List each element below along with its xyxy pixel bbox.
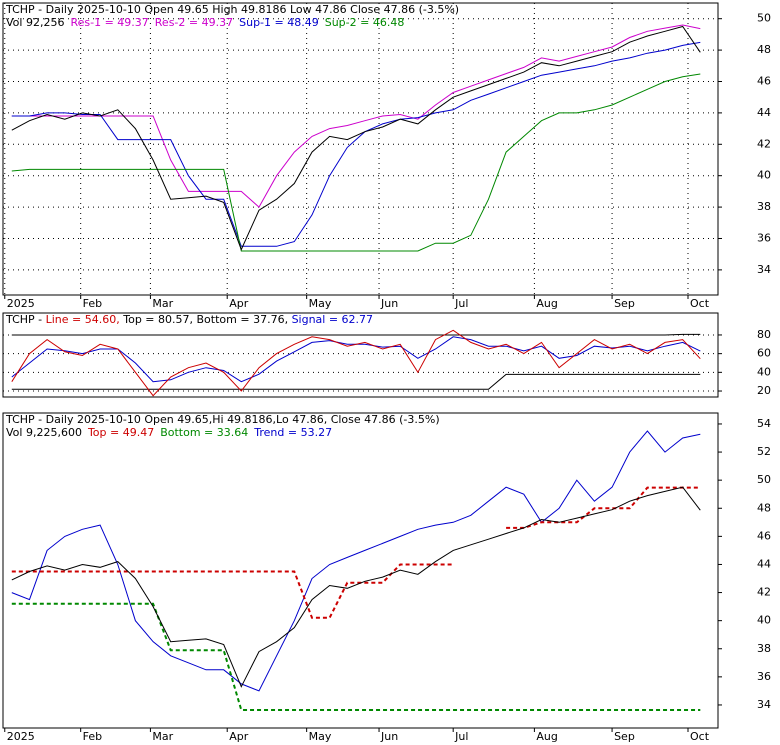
panel <box>2 412 719 729</box>
legend-entry: Sup-2 = 46.48 <box>325 16 405 29</box>
legend-entry: Line = 54.60, <box>46 313 124 326</box>
series-line <box>11 333 701 336</box>
x-tick-label: Aug <box>536 730 557 743</box>
series-line <box>11 430 701 692</box>
x-tick-label: Jul <box>454 297 468 310</box>
x-tick-label: Jun <box>380 297 398 310</box>
legend-entry: Vol 9,225,600 <box>6 426 82 439</box>
legend-entry: Trend = 53.27 <box>253 426 332 439</box>
y-tick-label: 44 <box>757 557 771 570</box>
series-line <box>11 41 701 247</box>
x-tick-label: 2025 <box>7 730 35 743</box>
y-tick-label: 44 <box>757 106 771 119</box>
y-tick-label: 48 <box>757 501 771 514</box>
y-tick-label: 20 <box>757 384 771 397</box>
legend-entry: Bottom = 33.64 <box>160 426 248 439</box>
x-tick-label: Feb <box>83 730 102 743</box>
legend: Vol 9,225,600 Top = 49.47 Bottom = 33.64 Tr… <box>6 426 332 439</box>
series-line <box>11 486 701 619</box>
y-tick-label: 40 <box>757 614 771 627</box>
x-tick-label: Mar <box>152 730 173 743</box>
x-tick-label: Aug <box>536 297 557 310</box>
series-line <box>11 329 701 397</box>
series-line <box>11 24 701 208</box>
legend: TCHP - Line = 54.60, Top = 80.57, Bottom… <box>5 313 373 326</box>
y-tick-label: 50 <box>757 12 771 25</box>
series-line <box>11 486 701 688</box>
panel <box>2 2 719 296</box>
legend-entry: TCHP - <box>5 313 46 326</box>
x-tick-label: Apr <box>229 730 249 743</box>
x-tick-label: Mar <box>152 297 173 310</box>
x-tick-label: 2025 <box>7 297 35 310</box>
y-tick-label: 40 <box>757 169 771 182</box>
x-tick-label: Oct <box>690 297 710 310</box>
legend-entry: Res-2 = 49.37 <box>155 16 233 29</box>
y-tick-label: 42 <box>757 586 771 599</box>
series-line <box>11 602 701 711</box>
legend-entry: Bottom = 37.76, <box>197 313 292 326</box>
panel-header: TCHP - Daily 2025-10-10 Open 49.65,Hi 49… <box>5 413 440 426</box>
legend: Vol 92,256 Res-1 = 49.37 Res-2 = 49.37 Sup-… <box>6 16 404 29</box>
y-tick-label: 46 <box>757 529 771 542</box>
x-tick-label: Oct <box>690 730 710 743</box>
x-tick-label: Apr <box>229 297 249 310</box>
y-tick-label: 80 <box>757 328 771 341</box>
y-tick-label: 46 <box>757 74 771 87</box>
x-tick-label: Jun <box>380 730 398 743</box>
y-tick-label: 42 <box>757 137 771 150</box>
y-tick-label: 50 <box>757 473 771 486</box>
series-line <box>11 73 701 252</box>
series-line <box>11 25 701 251</box>
x-tick-label: Feb <box>83 297 102 310</box>
x-tick-label: May <box>309 297 332 310</box>
y-tick-label: 52 <box>757 445 771 458</box>
legend-entry: Res-1 = 49.37 <box>70 16 148 29</box>
y-tick-label: 38 <box>757 200 771 213</box>
panel-header: TCHP - Daily 2025-10-10 Open 49.65 High … <box>5 3 459 16</box>
y-tick-label: 36 <box>757 670 771 683</box>
x-tick-label: Sep <box>614 730 635 743</box>
y-tick-label: 36 <box>757 231 771 244</box>
series-line <box>11 373 701 390</box>
y-tick-label: 38 <box>757 642 771 655</box>
y-tick-label: 40 <box>757 365 771 378</box>
legend-entry: Vol 92,256 <box>6 16 64 29</box>
y-tick-label: 48 <box>757 43 771 56</box>
y-tick-label: 34 <box>757 263 771 276</box>
legend-entry: Top = 49.47 <box>87 426 154 439</box>
x-tick-label: Sep <box>614 297 635 310</box>
legend-entry: Signal = 62.77 <box>292 313 374 326</box>
y-tick-label: 54 <box>757 417 771 430</box>
legend-entry: Top = 80.57, <box>122 313 196 326</box>
y-tick-label: 60 <box>757 347 771 360</box>
x-tick-label: Jul <box>454 730 468 743</box>
y-tick-label: 34 <box>757 698 771 711</box>
x-tick-label: May <box>309 730 332 743</box>
legend-entry: Sup-1 = 48.49 <box>239 16 319 29</box>
